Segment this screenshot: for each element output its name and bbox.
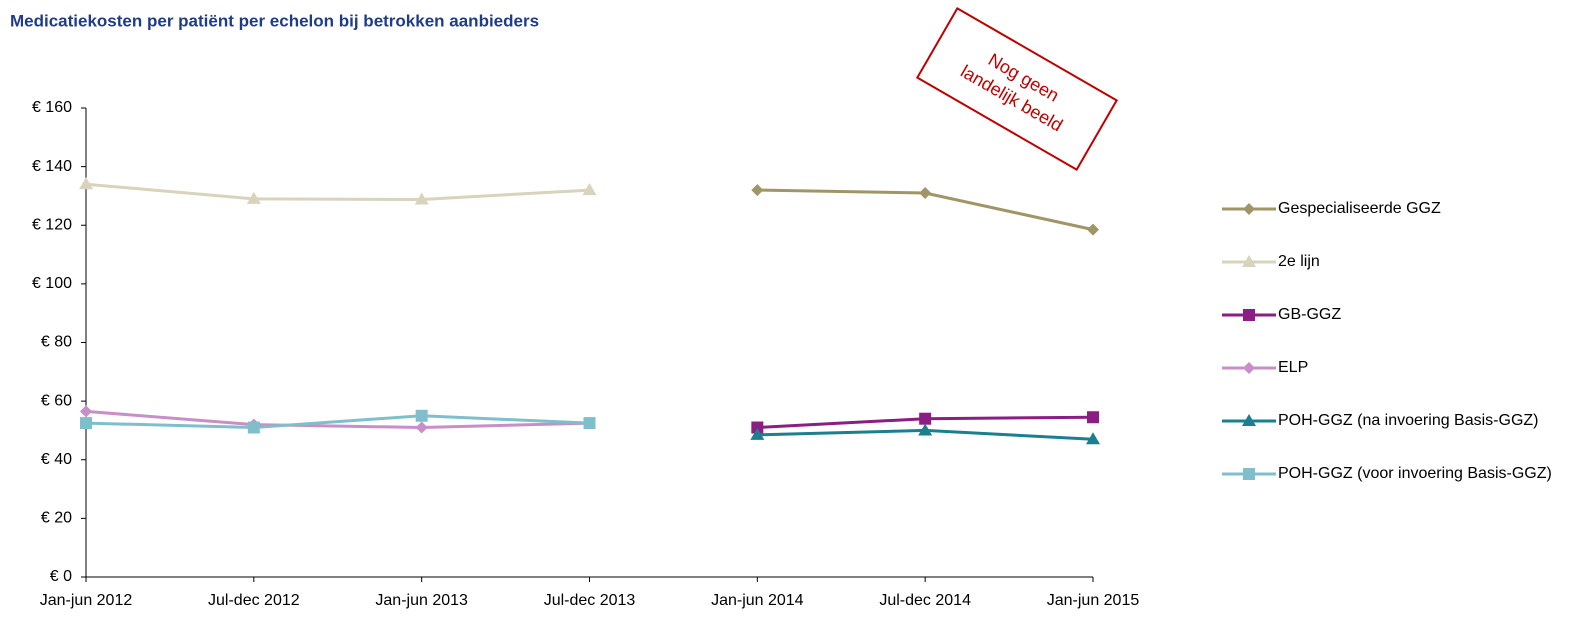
x-tick-label: Jul-dec 2012: [208, 592, 300, 609]
y-tick-label: € 120: [32, 216, 72, 233]
point: [247, 421, 260, 434]
series-line: [85, 182, 590, 201]
chart-title: Medicatiekosten per patiënt per echelon …: [10, 11, 539, 30]
point: [246, 191, 261, 204]
stamp: Nog geen landelijk beeld: [915, 6, 1119, 172]
x-tick-label: Jan-jun 2014: [711, 592, 804, 609]
point: [751, 184, 764, 197]
y-tick-label: € 100: [32, 275, 72, 292]
y-tick-label: € 20: [41, 510, 72, 527]
y-tick-label: € 0: [50, 568, 72, 585]
point: [919, 187, 932, 200]
y-tick-label: € 80: [41, 334, 72, 351]
y-tick-label: € 40: [41, 451, 72, 468]
legend-marker: [1243, 468, 1255, 480]
series-line: [85, 409, 590, 430]
point: [918, 423, 933, 436]
point: [750, 427, 765, 440]
point: [751, 421, 764, 434]
legend-marker: [1243, 309, 1255, 321]
legend-label: POH-GGZ (na invoering Basis-GGZ): [1278, 412, 1539, 429]
x-tick-label: Jan-jun 2015: [1047, 592, 1140, 609]
point: [583, 417, 596, 430]
legend-label: Gespecialiseerde GGZ: [1278, 200, 1441, 217]
stamp-border: [915, 6, 1119, 172]
legend-marker: [1242, 414, 1256, 426]
point: [414, 192, 429, 205]
y-tick-label: € 160: [32, 99, 72, 116]
legend-marker: [1243, 203, 1255, 215]
legend-marker: [1242, 255, 1256, 267]
x-tick-label: Jul-dec 2013: [544, 592, 636, 609]
point: [582, 183, 597, 196]
point: [79, 177, 93, 190]
y-tick-label: € 140: [32, 158, 72, 175]
x-tick-label: Jul-dec 2014: [879, 592, 971, 609]
series-line: [85, 414, 590, 430]
legend-marker: [1243, 362, 1255, 374]
point: [415, 421, 428, 434]
legend-label: GB-GGZ: [1278, 306, 1342, 323]
point: [1087, 411, 1099, 424]
point: [415, 409, 428, 422]
legend-label: POH-GGZ (voor invoering Basis-GGZ): [1278, 465, 1552, 482]
point: [1087, 223, 1099, 236]
legend-label: ELP: [1278, 359, 1309, 376]
y-tick-label: € 60: [41, 392, 72, 409]
point: [80, 405, 92, 418]
point: [919, 412, 932, 425]
point: [80, 417, 92, 430]
point: [1086, 432, 1100, 445]
x-tick-label: Jan-jun 2013: [375, 592, 468, 609]
x-tick-label: Jan-jun 2012: [40, 592, 133, 609]
legend-label: 2e lijn: [1278, 253, 1320, 270]
